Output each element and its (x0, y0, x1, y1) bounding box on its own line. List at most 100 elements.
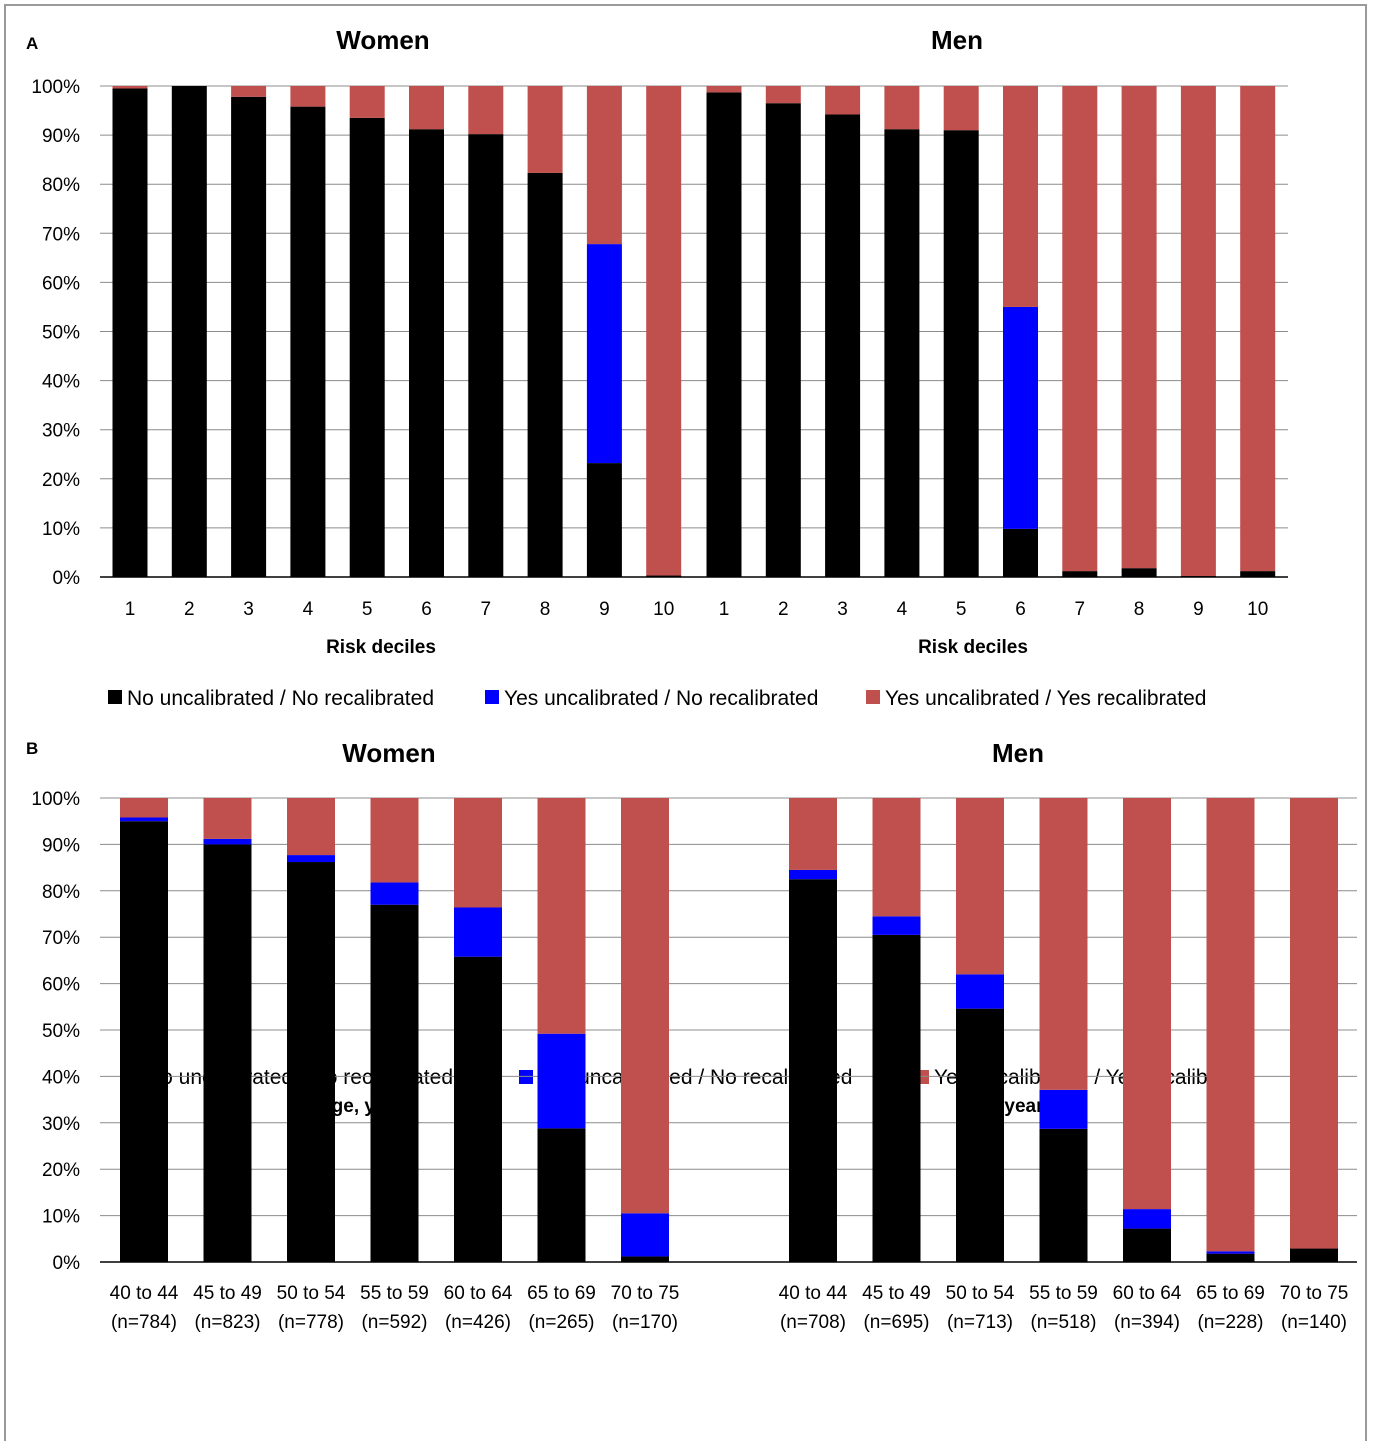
panel-a-y-tick-label: 30% (42, 421, 80, 442)
panel-b-bar-segment (621, 798, 669, 1214)
panel-a-y-tick-label: 60% (42, 273, 80, 294)
panel-b-x-tick-n-label: (n=170) (612, 1312, 678, 1333)
panel-b-x-tick-n-label: (n=784) (111, 1312, 177, 1333)
panel-b-x-tick-n-label: (n=426) (445, 1312, 511, 1333)
panel-a-x-tick-label: 8 (1134, 599, 1145, 620)
panel-b-x-tick-n-label: (n=265) (528, 1312, 594, 1333)
panel-a-label: A (26, 34, 38, 53)
panel-b-bar-segment (621, 1213, 669, 1257)
panel-a-x-tick-label: 2 (778, 599, 789, 620)
panel-b-bar-segment (621, 1256, 669, 1262)
panel-b-bar-segment (956, 974, 1004, 1009)
panel-b-x-tick-n-label: (n=823) (194, 1312, 260, 1333)
panel-a-x-tick-label: 10 (1247, 599, 1268, 620)
panel-a-y-tick-label: 20% (42, 470, 80, 491)
panel-a-bar-segment (468, 134, 504, 578)
panel-b-x-tick-label: 40 to 44 (110, 1283, 179, 1304)
panel-b-bar-segment (1039, 798, 1088, 1090)
panel-b-x-tick-label: 50 to 54 (946, 1283, 1015, 1304)
panel-a-bar-segment (825, 114, 861, 577)
panel-a-bar-segment (231, 86, 267, 97)
panel-a-bar-segment (349, 117, 385, 577)
panel-b-men-title: Men (992, 738, 1044, 768)
panel-a-bar-segment (943, 86, 979, 131)
panel-a-bar-segment (527, 172, 563, 578)
legend-a-item-1: No uncalibrated / No recalibrated (127, 687, 434, 710)
panel-b-y-tick-label: 80% (42, 882, 80, 903)
legend-a-item-3: Yes uncalibrated / Yes recalibrated (885, 687, 1206, 710)
panel-a-bar-segment (765, 86, 801, 104)
panel-b-x-tick-n-label: (n=708) (780, 1312, 846, 1333)
panel-a-bar-segment (706, 86, 742, 93)
panel-a-x-tick-label: 5 (956, 599, 967, 620)
panel-b-bar-segment (287, 862, 335, 1262)
panel-b-bar-segment (370, 798, 419, 883)
panel-b-x-tick-label: 45 to 49 (193, 1283, 262, 1304)
panel-a-bar-segment (586, 86, 622, 245)
panel-b-bar-segment (789, 879, 837, 1262)
panel-a-bar-segment (1121, 86, 1157, 569)
legend-a-swatch-blue (485, 690, 499, 704)
panel-b-y-tick-label: 60% (42, 975, 80, 996)
panel-a-x-tick-label: 4 (303, 599, 314, 620)
panel-b-bar-segment (454, 798, 502, 908)
panel-a-bar-segment (1240, 571, 1276, 577)
panel-b-x-tick-n-label: (n=778) (278, 1312, 344, 1333)
panel-a-bar-segment (1003, 86, 1038, 307)
panel-b-bar-segment (454, 956, 502, 1262)
panel-a-y-tick-label: 50% (42, 323, 80, 344)
panel-a-bar-segment (943, 130, 979, 577)
panel-b-bar-segment (1123, 1209, 1171, 1229)
panel-a-bar-segment (112, 86, 148, 89)
panel-b-label: B (26, 739, 38, 758)
panel-a-men-title: Men (931, 25, 983, 55)
legend-a-swatch-red (866, 690, 880, 704)
panel-b-bar-segment (1039, 1128, 1088, 1262)
panel-b-y-tick-label: 40% (42, 1067, 80, 1088)
panel-a-x-tick-label: 7 (1075, 599, 1086, 620)
legend-b-item-2: Yes uncalibrated / No recalibrated (538, 1066, 852, 1089)
panel-b-bar-segment (120, 817, 168, 822)
panel-a-x-tick-label: 5 (362, 599, 373, 620)
panel-a-bar-segment (765, 103, 801, 577)
panel-b-bar-segment (872, 934, 921, 1262)
panel-b-x-tick-n-label: (n=140) (1281, 1312, 1347, 1333)
panel-b-bar-segment (789, 798, 837, 870)
figure-frame (4, 4, 1367, 1441)
panel-a-women-title: Women (336, 25, 429, 55)
panel-b-bar-segment (370, 904, 419, 1262)
panel-a-bar-segment (1180, 576, 1216, 577)
panel-b-x-tick-n-label: (n=592) (361, 1312, 427, 1333)
panel-a-bar-segment (586, 463, 622, 577)
panel-a-bar-segment (290, 86, 326, 107)
panel-b-bar-segment (1290, 1248, 1338, 1262)
panel-a-bar-segment (1180, 86, 1216, 577)
panel-a-x-tick-label: 1 (125, 599, 136, 620)
panel-b-x-tick-n-label: (n=695) (863, 1312, 929, 1333)
panel-a-men-xlabel: Risk deciles (918, 637, 1028, 658)
panel-a-x-tick-label: 3 (837, 599, 848, 620)
panel-b-x-tick-label: 70 to 75 (1280, 1283, 1349, 1304)
panel-a-bar-segment (231, 96, 267, 577)
panel-b-x-tick-label: 65 to 69 (1196, 1283, 1265, 1304)
panel-a-bar-segment (1003, 528, 1038, 577)
panel-b-x-tick-label: 60 to 64 (444, 1283, 513, 1304)
panel-a-x-tick-label: 1 (719, 599, 730, 620)
panel-a-y-tick-label: 40% (42, 372, 80, 393)
panel-b-x-tick-label: 55 to 59 (1029, 1283, 1098, 1304)
panel-a-x-tick-label: 3 (243, 599, 254, 620)
panel-a-x-tick-label: 9 (599, 599, 610, 620)
panel-a-bar-segment (646, 86, 682, 576)
panel-a-x-tick-label: 10 (653, 599, 674, 620)
chart-marks: 0%10%20%30%40%50%60%70%80%90%100%1 2 3 4 5 6 7… (31, 77, 1357, 1333)
panel-a-bar-segment (112, 88, 148, 577)
panel-b-women-title: Women (342, 738, 435, 768)
panel-b-bar-segment (120, 798, 168, 818)
panel-a-bar-segment (1062, 86, 1098, 572)
panel-a-bar-segment (527, 86, 563, 173)
panel-a-x-tick-label: 4 (897, 599, 908, 620)
panel-b-y-tick-label: 10% (42, 1207, 80, 1228)
panel-a-bar-segment (171, 86, 207, 577)
panel-b-bar-segment (454, 907, 502, 957)
panel-b-bar-segment (537, 798, 586, 1034)
